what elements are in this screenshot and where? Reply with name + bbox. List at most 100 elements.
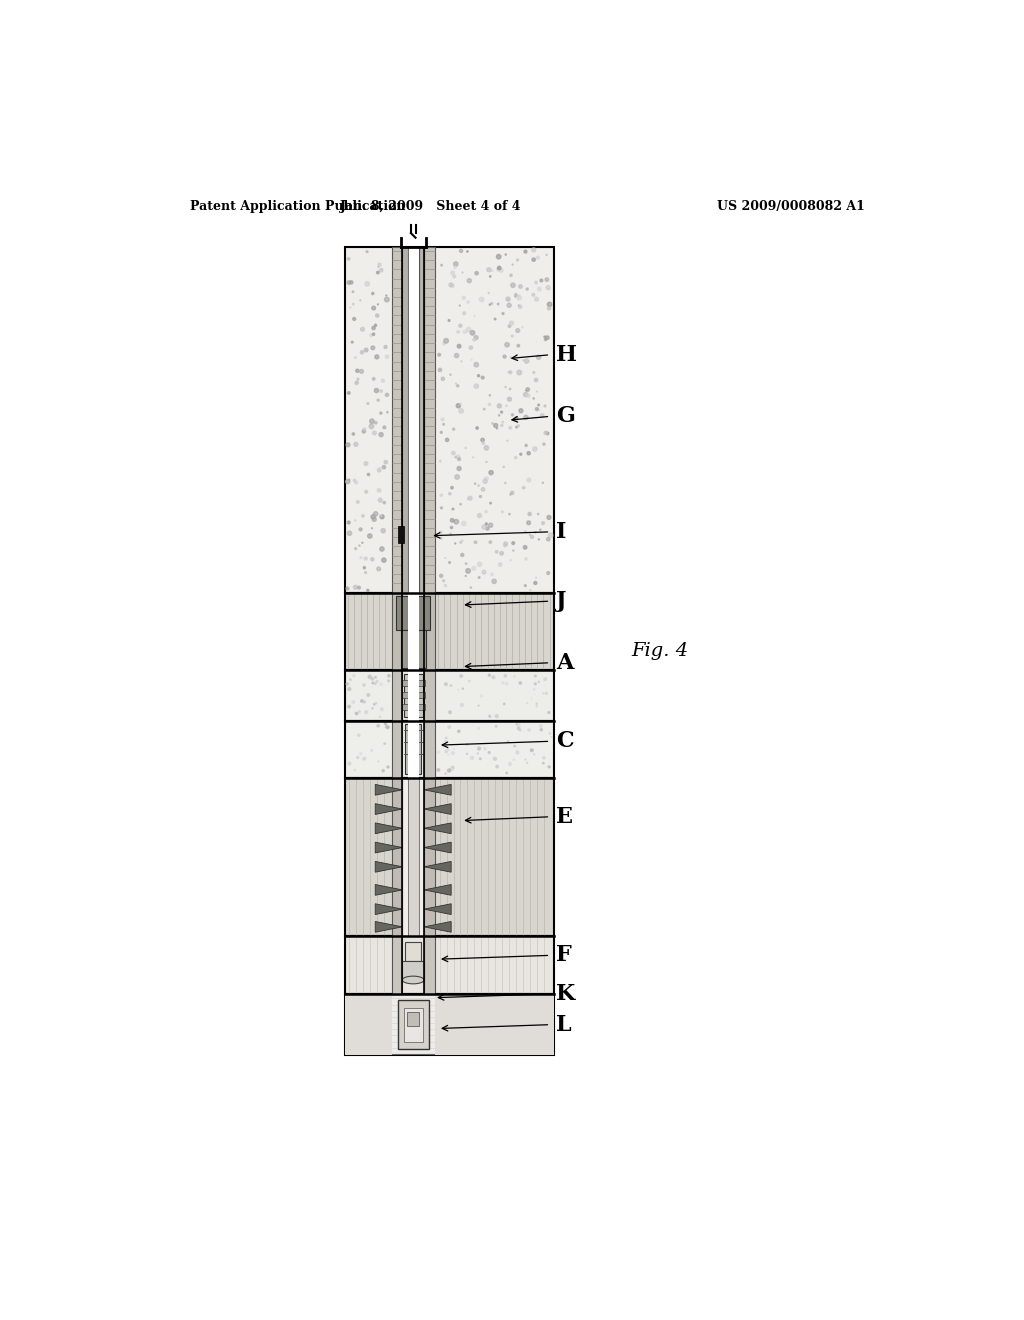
Circle shape <box>483 479 487 483</box>
Circle shape <box>353 585 357 589</box>
Circle shape <box>501 425 503 426</box>
Circle shape <box>489 503 492 504</box>
Circle shape <box>375 325 377 326</box>
Bar <box>345 671 554 721</box>
Circle shape <box>500 268 503 272</box>
Circle shape <box>488 523 493 527</box>
Circle shape <box>440 264 442 267</box>
Circle shape <box>444 741 446 742</box>
Circle shape <box>462 521 466 525</box>
Circle shape <box>488 470 494 475</box>
Circle shape <box>367 693 370 697</box>
Polygon shape <box>375 904 402 915</box>
Circle shape <box>354 480 357 484</box>
Circle shape <box>490 302 493 305</box>
Circle shape <box>499 562 502 566</box>
Circle shape <box>473 339 475 341</box>
Circle shape <box>530 748 534 751</box>
Circle shape <box>456 455 460 459</box>
Circle shape <box>544 337 546 338</box>
Circle shape <box>531 257 536 261</box>
Circle shape <box>519 729 521 731</box>
Text: Fig. 4: Fig. 4 <box>632 643 689 660</box>
Circle shape <box>447 748 450 750</box>
Bar <box>419 247 424 594</box>
Polygon shape <box>424 904 452 915</box>
Circle shape <box>474 335 478 339</box>
Circle shape <box>458 458 461 461</box>
Circle shape <box>495 318 496 319</box>
Circle shape <box>353 479 355 482</box>
Bar <box>345 994 391 1056</box>
Circle shape <box>492 676 495 678</box>
Circle shape <box>385 725 388 727</box>
Circle shape <box>354 548 356 549</box>
Circle shape <box>356 500 359 503</box>
Circle shape <box>548 533 553 537</box>
Bar <box>345 594 554 671</box>
Circle shape <box>382 466 386 469</box>
Circle shape <box>365 557 368 560</box>
Circle shape <box>367 403 369 404</box>
Text: L: L <box>556 1014 571 1036</box>
Circle shape <box>494 424 498 428</box>
Circle shape <box>354 356 356 359</box>
Polygon shape <box>424 884 452 895</box>
Circle shape <box>506 297 510 301</box>
Circle shape <box>490 573 494 576</box>
Circle shape <box>451 527 453 529</box>
Bar <box>408 721 419 779</box>
Circle shape <box>383 426 386 429</box>
Circle shape <box>347 281 350 284</box>
Circle shape <box>352 701 354 704</box>
Bar <box>391 247 402 594</box>
Circle shape <box>441 378 444 380</box>
Polygon shape <box>424 921 452 932</box>
Circle shape <box>535 682 537 685</box>
Circle shape <box>449 319 450 322</box>
Circle shape <box>485 523 487 525</box>
Circle shape <box>505 682 508 685</box>
Circle shape <box>386 726 389 729</box>
Circle shape <box>377 399 379 401</box>
Circle shape <box>370 418 374 424</box>
Circle shape <box>384 461 387 463</box>
Circle shape <box>360 700 364 702</box>
Circle shape <box>458 345 461 348</box>
Polygon shape <box>375 862 402 873</box>
Circle shape <box>371 346 375 350</box>
Circle shape <box>498 404 502 408</box>
Circle shape <box>451 284 455 288</box>
Text: Jan. 8, 2009   Sheet 4 of 4: Jan. 8, 2009 Sheet 4 of 4 <box>340 199 521 213</box>
Circle shape <box>545 692 548 694</box>
Circle shape <box>543 756 545 759</box>
Circle shape <box>450 533 452 535</box>
Circle shape <box>489 715 490 717</box>
Circle shape <box>441 418 444 421</box>
Circle shape <box>371 515 375 519</box>
Circle shape <box>496 550 498 553</box>
Circle shape <box>372 326 375 330</box>
Bar <box>401 705 425 710</box>
Circle shape <box>380 389 382 392</box>
Circle shape <box>515 417 518 420</box>
Circle shape <box>371 750 373 751</box>
Circle shape <box>532 447 538 451</box>
Circle shape <box>447 770 451 772</box>
Circle shape <box>374 704 375 705</box>
Circle shape <box>546 285 550 289</box>
Circle shape <box>478 484 479 486</box>
Circle shape <box>475 272 478 275</box>
Circle shape <box>485 511 487 512</box>
Circle shape <box>445 737 447 739</box>
Circle shape <box>345 479 350 483</box>
Circle shape <box>372 306 376 310</box>
Polygon shape <box>424 822 452 834</box>
Circle shape <box>548 711 550 714</box>
Circle shape <box>437 751 439 754</box>
Circle shape <box>450 768 451 770</box>
Bar <box>408 594 419 671</box>
Circle shape <box>486 268 490 272</box>
Circle shape <box>381 528 385 533</box>
Circle shape <box>469 346 472 350</box>
